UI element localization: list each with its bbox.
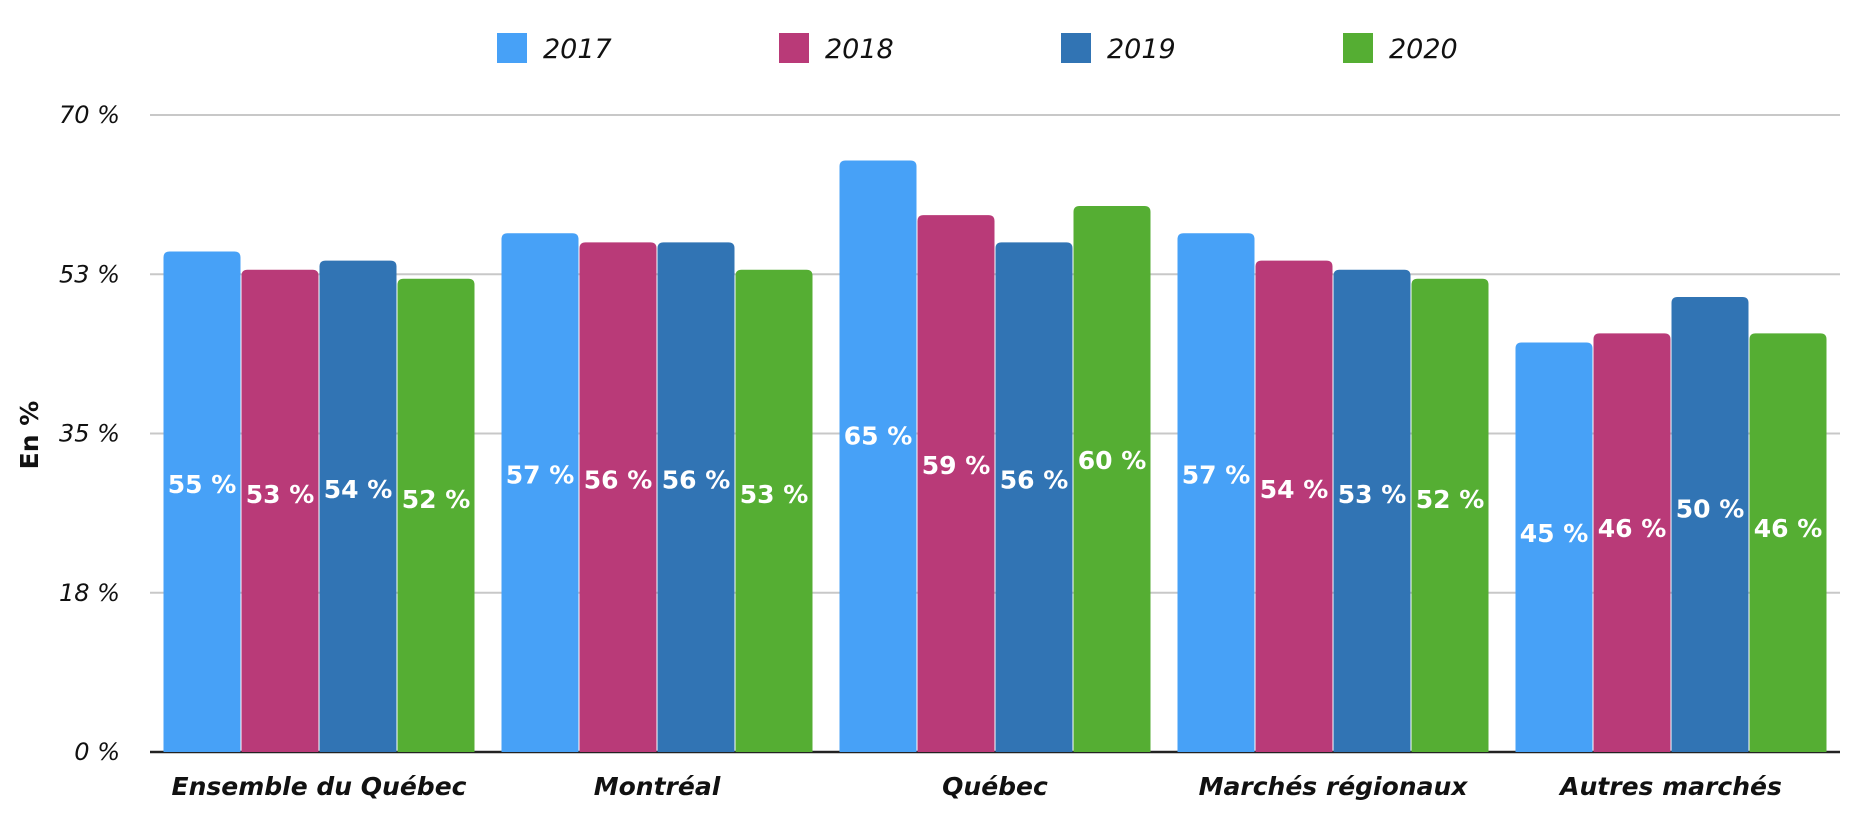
legend: 2017 2018 2019 2020: [497, 33, 1458, 65]
legend-label: 2018: [825, 34, 894, 65]
y-tick-label: 0 %: [74, 738, 120, 766]
bar-2020-0: [397, 278, 475, 752]
legend-swatch-2020: [1343, 33, 1373, 63]
bar-2020-4: [1749, 333, 1827, 752]
bar-2019-2: [995, 242, 1073, 752]
data-label: 57 %: [1182, 460, 1251, 489]
category-label: Québec: [942, 772, 1048, 801]
bar-2017-0: [163, 251, 241, 752]
bar-2017-4: [1515, 342, 1593, 752]
legend-label: 2020: [1389, 34, 1458, 65]
bar-2018-3: [1255, 260, 1333, 752]
bar-2018-1: [579, 242, 657, 752]
y-tick-label: 53 %: [59, 260, 120, 288]
bar-2020-1: [735, 269, 813, 752]
bar-2017-3: [1177, 233, 1255, 753]
bar-2019-0: [319, 260, 397, 752]
bar-2018-4: [1593, 333, 1671, 752]
data-label: 50 %: [1676, 495, 1745, 524]
data-label: 57 %: [506, 460, 575, 489]
bar-2019-4: [1671, 297, 1749, 752]
data-label: 46 %: [1598, 514, 1667, 543]
data-label: 56 %: [584, 465, 653, 494]
bar-2017-2: [839, 160, 917, 752]
y-tick-label: 35 %: [59, 420, 120, 448]
bars: [163, 160, 1827, 753]
y-axis-ticks: 0 % 18 % 35 % 53 % 70 %: [59, 101, 120, 766]
legend-swatch-2018: [779, 33, 809, 63]
bar-2018-0: [241, 269, 319, 752]
data-label: 45 %: [1520, 519, 1589, 548]
data-label: 52 %: [1416, 485, 1485, 514]
bar-2019-3: [1333, 269, 1411, 752]
data-label: 53 %: [740, 480, 809, 509]
data-label: 60 %: [1078, 446, 1147, 475]
bar-2019-1: [657, 242, 735, 752]
category-label: Autres marchés: [1558, 772, 1782, 801]
data-label: 53 %: [1338, 480, 1407, 509]
bar-2017-1: [501, 233, 579, 753]
category-label: Marchés régionaux: [1199, 772, 1469, 801]
y-axis-label: En %: [15, 401, 44, 470]
data-label: 59 %: [922, 451, 991, 480]
data-label: 53 %: [246, 480, 315, 509]
data-label: 55 %: [168, 470, 237, 499]
legend-swatch-2019: [1061, 33, 1091, 63]
bar-2020-2: [1073, 206, 1151, 752]
legend-swatch-2017: [497, 33, 527, 63]
bar-2020-3: [1411, 278, 1489, 752]
category-label: Montréal: [594, 772, 721, 801]
data-label: 56 %: [662, 465, 731, 494]
data-label: 54 %: [1260, 475, 1329, 504]
data-label: 54 %: [324, 475, 393, 504]
data-label: 56 %: [1000, 465, 1069, 494]
bar-2018-2: [917, 215, 995, 753]
category-label: Ensemble du Québec: [172, 772, 467, 801]
data-label: 65 %: [844, 422, 913, 451]
data-label: 52 %: [402, 485, 471, 514]
legend-label: 2019: [1107, 34, 1176, 65]
y-tick-label: 70 %: [59, 101, 120, 129]
legend-label: 2017: [543, 34, 612, 65]
x-axis-categories: Ensemble du Québec Montréal Québec Marchés …: [172, 772, 1782, 801]
data-label: 46 %: [1754, 514, 1823, 543]
value-labels: 55 % 53 % 54 % 52 % 57 % 56 % 56 % 53 % 65 % 59 %…: [168, 422, 1823, 548]
y-tick-label: 18 %: [59, 579, 120, 607]
